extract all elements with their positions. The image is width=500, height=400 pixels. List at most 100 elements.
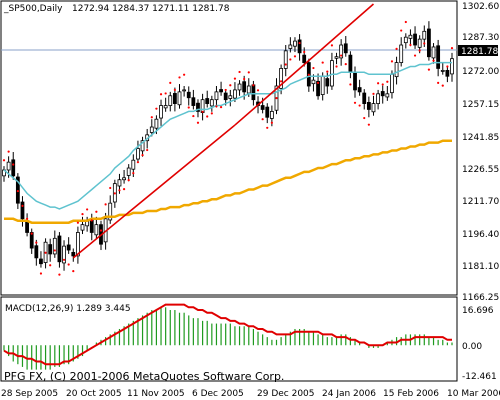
candle-body [11,159,16,177]
sar-dot [395,47,398,51]
candle-body [177,91,182,106]
sar-dot [418,49,421,52]
date-axis-label: 29 Dec 2005 [257,389,315,399]
candle-body [450,58,454,75]
sar-dot [437,81,440,84]
candle-body [343,43,348,54]
sar-dot [316,81,320,84]
date-axis-label: 15 Feb 2006 [383,389,439,399]
sar-dot [21,204,24,208]
candle-body [196,102,200,112]
sar-dot [141,154,144,157]
sar-dot [450,47,454,50]
sar-dot [132,172,135,175]
macd-axis-label: -12.461 [462,372,497,382]
candle-body [75,232,80,257]
candle-body [6,161,11,171]
sar-dot [238,70,241,74]
sar-dot [25,217,29,220]
candle-body [237,83,242,91]
candle-body [89,219,94,233]
ma-fast-line [3,61,452,210]
sar-dot [293,55,297,58]
date-axis-label: 6 Dec 2005 [192,389,244,399]
sar-dot [164,92,167,95]
sar-dot [386,80,389,83]
sar-dot [326,70,329,73]
candle-body [71,251,76,257]
sar-dot [219,106,223,109]
sar-dot [159,93,163,96]
sar-dot [62,258,66,261]
candle-body [413,33,417,46]
price-axis-label: 1196.40 [462,230,499,240]
sar-dot [321,61,324,64]
sar-dot [280,80,283,83]
sar-dot [261,118,264,121]
candle-body [20,201,25,220]
candle-body [427,28,431,58]
sar-dot [284,63,287,66]
candle-body [265,106,270,118]
sar-dot [215,105,218,108]
candle-body [440,69,445,72]
sar-dot [381,83,384,86]
sar-dot [127,179,130,182]
price-axis-label: 1181.10 [462,262,499,272]
candle-body [297,39,302,54]
sar-dot [16,189,19,193]
candle-body [186,91,191,99]
sar-dot [312,66,315,70]
sar-dot [432,59,435,62]
macd-axis-label: 16.696 [462,306,494,316]
sar-dot [427,68,431,71]
candle-body [339,44,344,59]
candle-body [399,44,404,63]
sar-dot [377,82,380,85]
price-axis-label: 1302.60 [462,2,499,12]
candle-body [311,79,316,85]
candle-body [131,159,136,170]
chart-symbol-label: _SP500,Daily [3,4,63,14]
sar-dot [173,88,176,92]
date-axis-label: 24 Jan 2006 [322,389,376,399]
macd-panel-frame [0,296,458,382]
candle-body [149,126,154,133]
candle-body [66,244,71,251]
sar-dot [243,77,246,81]
sar-dot [81,213,84,216]
sar-dot [229,84,232,87]
sar-dot [349,83,352,86]
candle-body [288,44,293,49]
candle-body [385,93,390,98]
sar-dot [155,107,158,110]
trendline [72,124,236,259]
sar-dot [12,163,15,166]
candle-body [94,224,99,236]
sar-dot [95,210,98,213]
sar-dot [72,270,75,273]
sar-dot [58,273,61,276]
candle-body [242,81,247,93]
candle-body [191,97,196,106]
sar-dot [446,65,449,68]
candle-body [48,244,53,255]
candle-body [376,93,381,104]
candle-body [57,235,62,263]
price-axis: 1302.60 1287.30 1272.00 1257.15 1241.85 … [462,2,499,303]
macd-axis-label: 0.00 [462,342,482,352]
sar-dot [67,263,70,266]
price-axis-label: 1166.25 [462,293,499,303]
date-axis-label: 11 Nov 2005 [127,389,185,399]
candle-body [445,69,450,77]
candle-body [334,56,339,59]
candle-body [380,91,385,97]
macd-label: MACD(12,26,9) 1.289 3.445 [5,304,131,314]
candle-body [159,105,163,119]
date-axis: 28 Sep 2005 20 Oct 2005 11 Nov 2005 6 De… [1,389,500,399]
sar-dot [252,84,255,87]
candle-body [279,68,284,89]
candle-body [353,71,357,91]
candle-body [422,30,427,40]
